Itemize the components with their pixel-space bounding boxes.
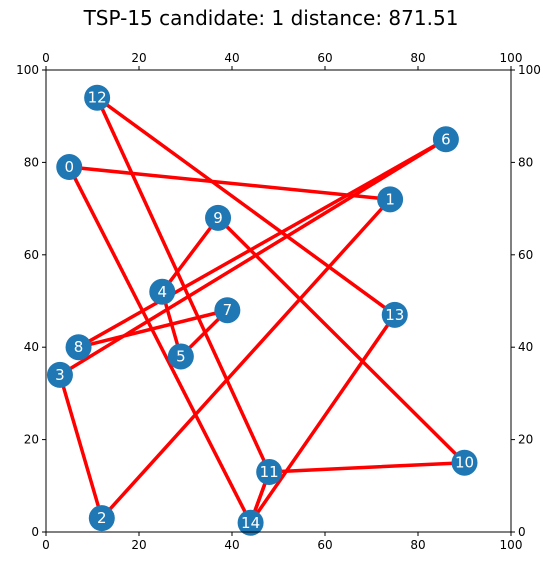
city-node: 1	[377, 186, 404, 213]
city-node: 2	[88, 505, 115, 532]
city-marker	[46, 361, 73, 388]
city-node: 4	[149, 278, 176, 305]
route-segment	[58, 373, 104, 520]
city-node: 5	[167, 343, 194, 370]
city-label: 0	[64, 158, 74, 176]
city-node: 0	[56, 154, 83, 181]
city-label: 12	[88, 89, 107, 107]
city-label: 14	[241, 514, 260, 532]
city-label: 10	[455, 454, 474, 472]
x-tick-label-bottom: 100	[500, 538, 523, 552]
city-node: 14	[237, 509, 264, 536]
route-segment	[95, 95, 271, 474]
city-marker	[256, 458, 283, 485]
city-marker	[149, 278, 176, 305]
x-tick-label-bottom: 0	[42, 538, 50, 552]
city-marker	[205, 204, 232, 231]
y-tick-label-left: 100	[16, 63, 39, 77]
y-tick-label-right: 60	[518, 248, 533, 262]
x-tick-label-bottom: 20	[131, 538, 146, 552]
city-label: 6	[441, 130, 451, 148]
city-label: 1	[385, 190, 395, 208]
route-segment	[67, 165, 253, 525]
city-label: 8	[74, 338, 84, 356]
y-tick-label-right: 20	[518, 433, 533, 447]
city-marker	[167, 343, 194, 370]
city-marker	[237, 509, 264, 536]
x-tick-label-bottom: 40	[224, 538, 239, 552]
x-tick-label-bottom: 80	[410, 538, 425, 552]
route-segment	[248, 313, 397, 525]
city-node: 10	[451, 449, 478, 476]
city-marker	[84, 84, 111, 111]
city-label: 11	[260, 463, 279, 481]
city-marker	[214, 297, 241, 324]
route-segment	[100, 197, 392, 520]
city-marker	[65, 334, 92, 361]
city-label: 9	[213, 209, 223, 227]
city-marker	[88, 505, 115, 532]
city-marker	[56, 154, 83, 181]
x-tick-label-bottom: 60	[317, 538, 332, 552]
city-marker	[451, 449, 478, 476]
x-tick-label-top: 80	[410, 51, 425, 65]
city-node: 3	[46, 361, 73, 388]
y-tick-label-right: 40	[518, 340, 533, 354]
y-tick-label-left: 40	[24, 340, 39, 354]
y-tick-label-right: 0	[518, 525, 526, 539]
y-tick-label-right: 100	[518, 63, 541, 77]
x-tick-label-top: 20	[131, 51, 146, 65]
city-node: 13	[381, 301, 408, 328]
y-tick-label-left: 20	[24, 433, 39, 447]
y-tick-label-right: 80	[518, 155, 533, 169]
city-marker	[377, 186, 404, 213]
y-tick-label-left: 60	[24, 248, 39, 262]
x-tick-label-top: 40	[224, 51, 239, 65]
y-tick-label-left: 80	[24, 155, 39, 169]
route-segment	[67, 165, 392, 202]
city-label: 4	[157, 283, 167, 301]
x-tick-label-top: 0	[42, 51, 50, 65]
city-label: 3	[55, 366, 65, 384]
city-node: 7	[214, 297, 241, 324]
route-segment	[216, 216, 467, 465]
city-label: 2	[97, 509, 107, 527]
chart-title: TSP-15 candidate: 1 distance: 871.51	[83, 6, 459, 30]
city-marker	[432, 126, 459, 153]
x-tick-label-top: 60	[317, 51, 332, 65]
city-label: 7	[223, 301, 233, 319]
city-label: 13	[385, 306, 404, 324]
city-node: 9	[205, 204, 232, 231]
route-segment	[267, 460, 467, 474]
route-segment	[58, 137, 448, 377]
plot-frame	[45, 69, 512, 533]
city-node: 8	[65, 334, 92, 361]
x-tick-label-top: 100	[500, 51, 523, 65]
route-segment	[95, 95, 397, 317]
city-node: 6	[432, 126, 459, 153]
city-marker	[381, 301, 408, 328]
city-node: 11	[256, 458, 283, 485]
city-label: 5	[176, 347, 186, 365]
route-segment	[160, 216, 220, 294]
y-tick-label-left: 0	[31, 525, 39, 539]
city-node: 12	[84, 84, 111, 111]
route-segment	[76, 137, 448, 349]
